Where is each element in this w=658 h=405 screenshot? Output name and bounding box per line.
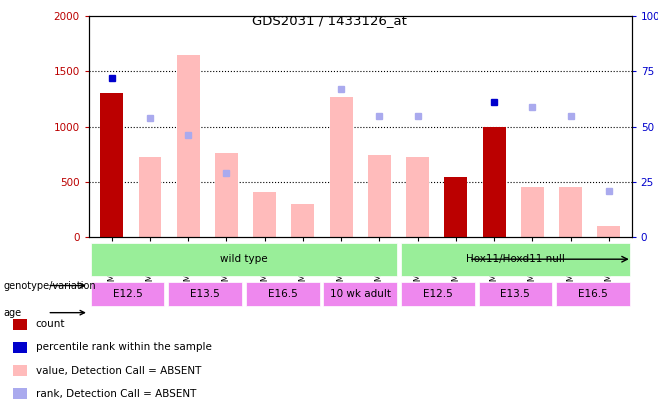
Bar [330,97,353,237]
Text: E16.5: E16.5 [268,289,297,299]
Text: count: count [36,319,65,329]
Bar [177,55,199,237]
Text: E13.5: E13.5 [190,289,220,299]
Bar [559,187,582,237]
Text: percentile rank within the sample: percentile rank within the sample [36,343,211,352]
Bar [91,281,164,307]
Text: 10 wk adult: 10 wk adult [330,289,391,299]
Bar [401,243,630,275]
Bar [482,126,505,237]
Text: E12.5: E12.5 [423,289,453,299]
Text: genotype/variation: genotype/variation [3,281,96,290]
Bar [406,158,429,237]
Bar [556,281,630,307]
Bar [444,177,467,237]
Bar [253,192,276,237]
Bar [246,281,320,307]
Text: value, Detection Call = ABSENT: value, Detection Call = ABSENT [36,366,201,376]
Bar [597,226,620,237]
Bar [324,281,397,307]
Bar [368,155,391,237]
Bar [13,365,27,376]
Bar [13,319,27,330]
Bar [100,94,123,237]
Bar [478,281,552,307]
Text: rank, Detection Call = ABSENT: rank, Detection Call = ABSENT [36,389,196,399]
Text: E13.5: E13.5 [501,289,530,299]
Text: GDS2031 / 1433126_at: GDS2031 / 1433126_at [251,14,407,27]
Bar [13,342,27,353]
Bar [91,243,397,275]
Bar [215,153,238,237]
Text: E16.5: E16.5 [578,289,608,299]
Text: age: age [3,308,22,318]
Bar [444,177,467,237]
Bar [482,129,505,237]
Text: Hox11/Hoxd11 null: Hox11/Hoxd11 null [466,254,565,264]
Bar [100,94,123,237]
Bar [291,204,315,237]
Text: E12.5: E12.5 [113,289,143,299]
Bar [521,187,544,237]
Bar [13,388,27,399]
Bar [401,281,474,307]
Bar [168,281,242,307]
Text: wild type: wild type [220,254,268,264]
Bar [139,158,161,237]
